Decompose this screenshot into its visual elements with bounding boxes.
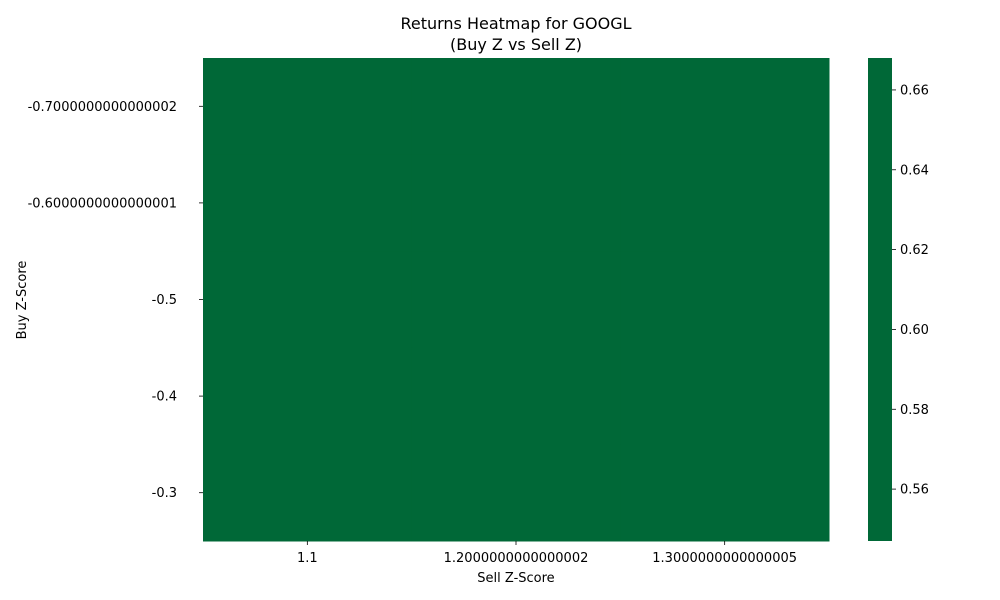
- colorbar-tick-label: 0.58: [900, 403, 929, 418]
- x-axis-label: Sell Z-Score: [477, 571, 554, 586]
- heatmap-cell: [411, 251, 621, 349]
- heatmap-cell: [411, 58, 621, 156]
- heatmap-cell: [203, 444, 413, 542]
- x-axis-ticks: 1.1 1.2000000000000002 1.3000000000000005: [297, 541, 797, 566]
- x-tick-label: 1.3000000000000005: [652, 551, 797, 566]
- y-tick-label: -0.5: [152, 293, 177, 308]
- chart-subtitle: (Buy Z vs Sell Z): [450, 35, 582, 54]
- x-tick-label: 1.2000000000000002: [444, 551, 589, 566]
- y-axis-ticks: -0.7000000000000002 -0.6000000000000001 -0…: [28, 100, 203, 501]
- y-tick-label: -0.4: [152, 390, 177, 405]
- x-tick-label: 1.1: [297, 551, 318, 566]
- heatmap-cell: [203, 251, 413, 349]
- y-tick-label: -0.7000000000000002: [28, 100, 177, 115]
- chart-title: Returns Heatmap for GOOGL: [400, 14, 631, 33]
- y-tick-label: -0.3: [152, 486, 177, 501]
- colorbar-tick-label: 0.60: [900, 323, 929, 338]
- colorbar-tick-label: 0.62: [900, 243, 929, 258]
- y-tick-label: -0.6000000000000001: [28, 196, 177, 211]
- heatmap-cell: [411, 347, 621, 445]
- heatmap-cell: [203, 347, 413, 445]
- heatmap-cell: [411, 154, 621, 252]
- heatmap-cell: [620, 154, 830, 252]
- heatmap-cell: [620, 444, 830, 542]
- colorbar-tick-label: 0.64: [900, 163, 929, 178]
- heatmap-cell: [411, 444, 621, 542]
- colorbar-bar: [868, 58, 892, 541]
- heatmap-cells: [203, 58, 830, 542]
- heatmap-cell: [203, 154, 413, 252]
- heatmap-cell: [620, 347, 830, 445]
- colorbar-tick-label: 0.56: [900, 483, 929, 498]
- heatmap-cell: [203, 58, 413, 156]
- y-axis-label: Buy Z-Score: [15, 261, 30, 340]
- heatmap-cell: [620, 58, 830, 156]
- colorbar: 0.56 0.58 0.60 0.62 0.64 0.66: [868, 58, 929, 541]
- heatmap-cell: [620, 251, 830, 349]
- colorbar-tick-label: 0.66: [900, 83, 929, 98]
